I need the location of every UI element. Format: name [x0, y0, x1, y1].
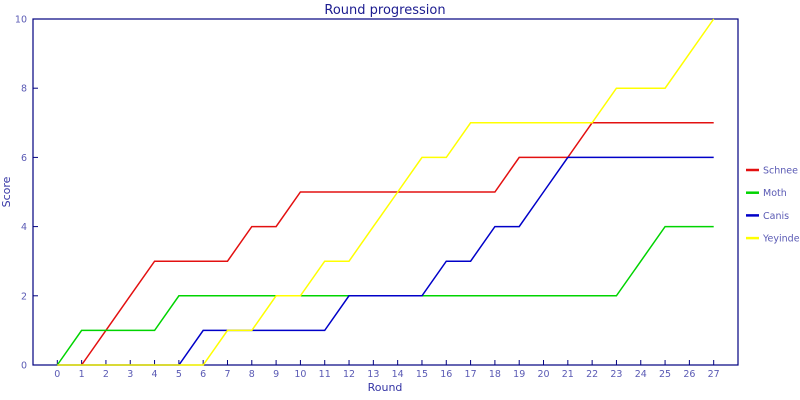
legend-item-canis: Canis — [746, 211, 789, 222]
series-line-schnee — [80, 122, 714, 366]
legend-label-schnee: Schnee — [763, 166, 798, 177]
x-tick-label: 23 — [610, 369, 622, 380]
legend-label-moth: Moth — [763, 188, 787, 199]
y-tick-label: 2 — [21, 291, 27, 302]
x-tick-label: 27 — [708, 369, 720, 380]
x-tick-label: 16 — [440, 369, 452, 380]
legend-label-yeyinde: Yeyinde — [762, 234, 800, 245]
legend-item-moth: Moth — [746, 188, 787, 199]
y-tick-label: 10 — [15, 15, 27, 26]
x-tick-label: 0 — [54, 369, 60, 380]
x-tick-label: 18 — [489, 369, 501, 380]
x-tick-label: 4 — [152, 369, 158, 380]
y-tick-label: 6 — [21, 153, 27, 164]
x-tick-label: 11 — [319, 369, 331, 380]
x-axis-label: Round — [368, 381, 403, 394]
y-tick-label: 4 — [21, 222, 27, 233]
y-axis-label: Score — [0, 176, 13, 207]
x-tick-label: 3 — [127, 369, 133, 380]
x-tick-label: 22 — [586, 369, 598, 380]
legend: Schnee Moth Canis Yeyinde — [746, 166, 800, 245]
legend-item-yeyinde: Yeyinde — [746, 234, 800, 245]
x-tick-label: 25 — [659, 369, 671, 380]
x-tick-label: 20 — [537, 369, 549, 380]
x-tick-label: 9 — [273, 369, 279, 380]
series-line-yeyinde — [57, 18, 715, 366]
legend-label-canis: Canis — [763, 211, 789, 222]
x-tick-label: 15 — [416, 369, 428, 380]
x-tick-labels: 0 1 2 3 4 5 6 7 8 9 10 11 12 13 14 15 16 17 18 19 20 21 22 23 24… — [54, 369, 719, 380]
x-tick-label: 21 — [562, 369, 574, 380]
plot-border — [32, 18, 739, 366]
x-tick-label: 2 — [103, 369, 109, 380]
x-tick-label: 14 — [392, 369, 404, 380]
x-tick-label: 7 — [224, 369, 230, 380]
x-tick-label: 10 — [294, 369, 306, 380]
x-tick-label: 17 — [465, 369, 477, 380]
x-tick-label: 24 — [635, 369, 647, 380]
y-tick-label: 0 — [21, 361, 27, 372]
x-tick-label: 8 — [249, 369, 255, 380]
axis-ticks — [33, 18, 715, 366]
x-tick-label: 19 — [513, 369, 525, 380]
chart-title: Round progression — [324, 3, 445, 18]
x-tick-label: 6 — [200, 369, 206, 380]
x-tick-label: 13 — [367, 369, 379, 380]
x-tick-label: 12 — [343, 369, 355, 380]
series-lines — [56, 18, 715, 366]
x-tick-label: 1 — [79, 369, 85, 380]
y-tick-label: 8 — [21, 84, 27, 95]
x-tick-label: 5 — [176, 369, 182, 380]
x-tick-label: 26 — [683, 369, 695, 380]
y-tick-labels: 0 2 4 6 8 10 — [15, 15, 27, 372]
legend-item-schnee: Schnee — [746, 166, 798, 177]
